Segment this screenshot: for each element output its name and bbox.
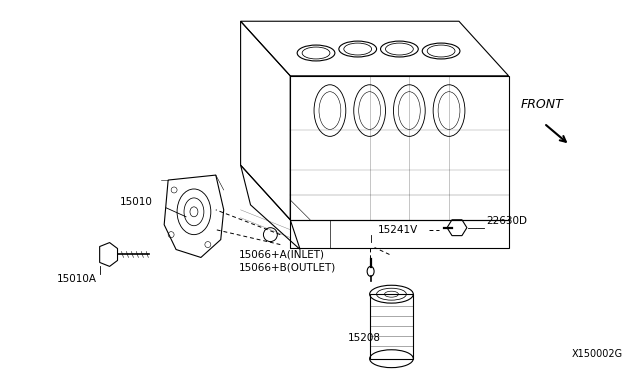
Text: 15010A: 15010A — [57, 274, 97, 284]
Text: 15066+A(INLET)
15066+B(OUTLET): 15066+A(INLET) 15066+B(OUTLET) — [239, 250, 336, 273]
Text: 15241V: 15241V — [378, 225, 418, 235]
Text: 22630D: 22630D — [487, 216, 528, 226]
Text: 15208: 15208 — [348, 333, 381, 343]
Text: X150002G: X150002G — [572, 349, 623, 359]
Text: FRONT: FRONT — [520, 98, 563, 111]
Text: 15010: 15010 — [120, 197, 152, 207]
